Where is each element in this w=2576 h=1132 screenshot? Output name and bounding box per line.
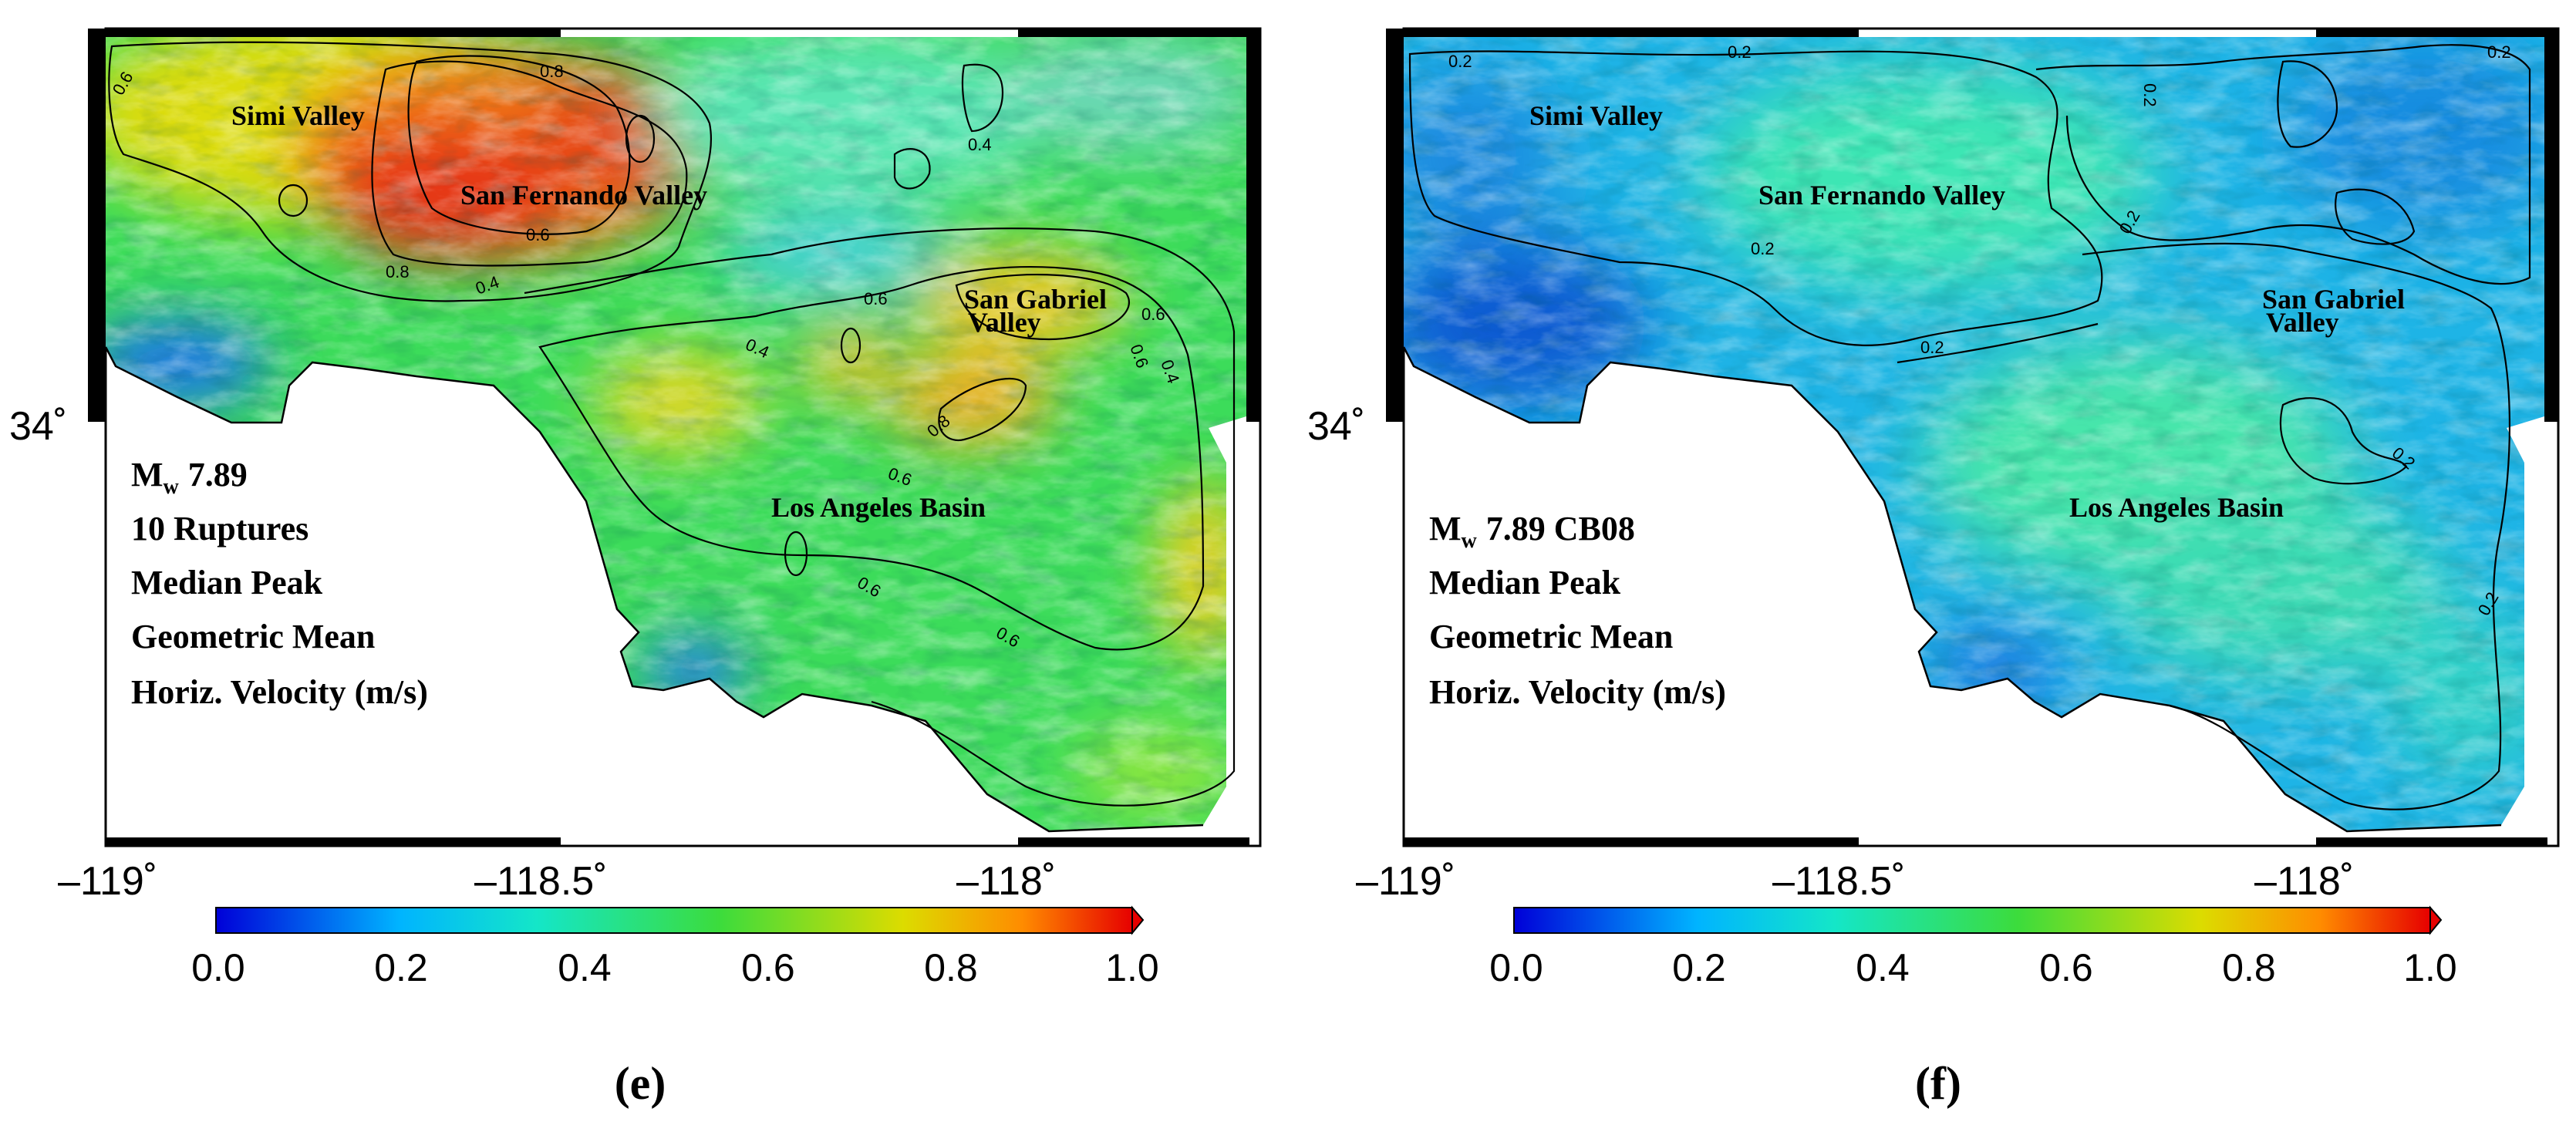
info-line-e-3: Geometric Mean — [131, 618, 375, 655]
place-simi-valley-e: Simi Valley — [231, 100, 365, 131]
svg-text:0.8: 0.8 — [386, 262, 410, 281]
info-line-e-2: Median Peak — [131, 564, 323, 601]
cbar-tick-f-4: 0.6 — [2039, 946, 2093, 989]
place-san-fernando-valley-f: San Fernando Valley — [1758, 180, 2005, 211]
svg-text:0.2: 0.2 — [2487, 42, 2511, 62]
cbar-tick-f-3: 0.4 — [1856, 946, 1910, 989]
info-line-e-1: 10 Ruptures — [131, 510, 309, 547]
panel-e: 0.6 0.8 0.8 0.6 0.4 0.4 0.6 0.6 0.4 0.8 … — [9, 27, 1262, 1109]
place-san-gabriel-f: San Gabriel — [2262, 284, 2405, 315]
x-tick-f-1: –119˚ — [1356, 859, 1455, 904]
colorbar-f — [1513, 905, 2443, 935]
cbar-tick-e-4: 0.6 — [741, 946, 795, 989]
x-tick-f-3: –118˚ — [2254, 859, 2354, 904]
cbar-tick-e-3: 0.4 — [558, 946, 612, 989]
svg-text:0.2: 0.2 — [1728, 42, 1752, 62]
caption-e: (e) — [615, 1058, 666, 1109]
magnitude-sub-e: w — [164, 475, 180, 499]
contours-e — [108, 41, 1236, 807]
svg-text:Mw7.89: Mw 7.89 — [131, 456, 248, 499]
magnitude-symbol-e: M — [131, 456, 164, 494]
place-san-gabriel-valley-e: Valley — [968, 307, 1041, 338]
svg-text:0.2: 0.2 — [1751, 239, 1775, 258]
svg-text:0.2: 0.2 — [1920, 338, 1944, 357]
info-line-e-4: Horiz. Velocity (m/s) — [131, 673, 428, 711]
magnitude-sub-f: w — [1462, 529, 1478, 553]
svg-text:0.6: 0.6 — [526, 225, 550, 244]
x-tick-e-1: –119˚ — [58, 859, 157, 904]
svg-text:0.2: 0.2 — [1448, 52, 1472, 71]
x-tick-e-3: –118˚ — [956, 859, 1056, 904]
cbar-tick-e-5: 0.8 — [924, 946, 978, 989]
magnitude-value-f: 7.89 CB08 — [1486, 510, 1635, 547]
place-la-basin-e: Los Angeles Basin — [771, 492, 986, 523]
x-tick-f-2: –118.5˚ — [1772, 859, 1906, 904]
place-simi-valley-f: Simi Valley — [1529, 100, 1663, 131]
cbar-tick-e-2: 0.2 — [374, 946, 428, 989]
place-san-fernando-valley-e: San Fernando Valley — [460, 180, 707, 211]
svg-text:0.6: 0.6 — [1141, 305, 1165, 324]
info-line-f-1: Median Peak — [1429, 564, 1621, 601]
y-tick-f-1: 34˚ — [1307, 404, 1365, 449]
cbar-tick-f-6: 1.0 — [2403, 946, 2457, 989]
svg-text:0.4: 0.4 — [968, 135, 992, 154]
legend-text-e: Mw 7.89 10 Ruptures Median Peak Geometric… — [131, 456, 428, 711]
svg-text:0.6: 0.6 — [864, 289, 888, 308]
svg-text:0.2: 0.2 — [2140, 83, 2160, 107]
magnitude-value-e: 7.89 — [188, 456, 248, 494]
magnitude-symbol-f: M — [1429, 510, 1462, 547]
cbar-tick-e-1: 0.0 — [191, 946, 245, 989]
colorbar-e — [215, 905, 1145, 935]
cbar-tick-f-5: 0.8 — [2222, 946, 2276, 989]
info-line-f-3: Horiz. Velocity (m/s) — [1429, 673, 1726, 711]
info-line-f-2: Geometric Mean — [1429, 618, 1673, 655]
caption-f: (f) — [1915, 1058, 1961, 1109]
x-tick-e-2: –118.5˚ — [474, 859, 608, 904]
place-san-gabriel-valley-f: Valley — [2266, 307, 2339, 338]
cbar-tick-f-1: 0.0 — [1489, 946, 1543, 989]
svg-text:0.8: 0.8 — [540, 62, 564, 81]
contours-f — [1408, 44, 2531, 810]
cbar-tick-f-2: 0.2 — [1672, 946, 1726, 989]
y-tick-e-1: 34˚ — [9, 404, 67, 449]
svg-text:Mw7.89 CB08: Mw 7.89 CB08 — [1429, 510, 1635, 553]
legend-text-f: Mw 7.89 CB08 Median Peak Geometric Mean H… — [1429, 510, 1726, 711]
place-la-basin-f: Los Angeles Basin — [2069, 492, 2284, 523]
cbar-tick-e-6: 1.0 — [1105, 946, 1159, 989]
place-san-gabriel-e: San Gabriel — [964, 284, 1107, 315]
panel-f: 0.2 0.2 0.2 0.2 0.2 0.2 0.2 0.2 0.2 Simi… — [1307, 27, 2560, 1109]
